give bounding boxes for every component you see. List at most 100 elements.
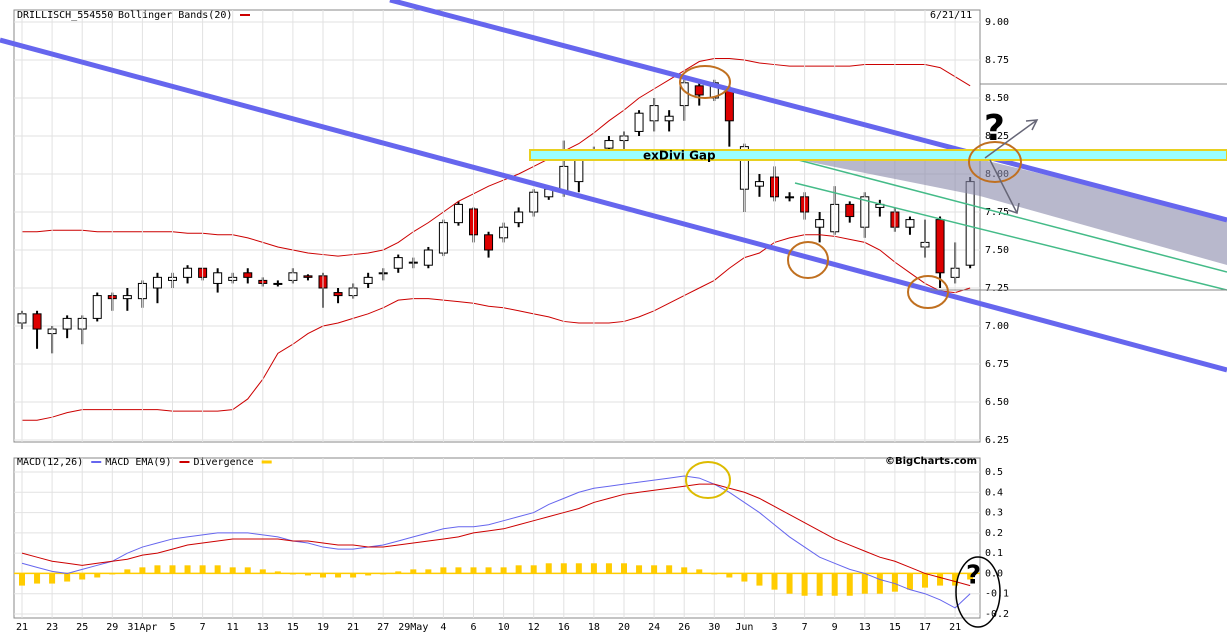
histogram-bar <box>726 573 733 578</box>
candle-body <box>754 181 764 187</box>
x-tick-label: 12 <box>528 622 540 633</box>
histogram-bar <box>49 573 56 584</box>
histogram-bar <box>199 565 206 574</box>
x-tick-label: 15 <box>287 622 299 633</box>
x-tick-label: 26 <box>678 622 690 633</box>
bollinger-band <box>22 234 971 421</box>
x-tick-label: 7 <box>802 622 808 633</box>
histogram-bar <box>846 573 853 596</box>
y-tick-label: 7.00 <box>985 321 1009 332</box>
candle-body <box>62 317 72 330</box>
macd-layer: -0.2 -0.1 0.0 0.1 0.2 0.3 0.4 0.5 21 23 25 29 31Apr 5… <box>14 10 1009 633</box>
candle-body <box>273 282 283 285</box>
histogram-bar <box>681 567 688 574</box>
histogram-bar <box>304 573 311 576</box>
arrow <box>989 159 1018 214</box>
gap-label: exDivi Gap <box>643 149 716 163</box>
histogram-bar <box>952 573 959 586</box>
histogram-bar <box>320 573 326 578</box>
y-tick-label: -0.1 <box>985 589 1009 600</box>
histogram-bar <box>906 573 913 590</box>
candle-body <box>785 196 795 199</box>
x-tick-label: 31Apr <box>127 622 157 633</box>
macd-frame <box>13 457 981 619</box>
candle-body <box>724 89 734 122</box>
histogram-bar <box>184 565 191 574</box>
y-tick-label: 8.50 <box>985 93 1009 104</box>
y-tick-label: 6.25 <box>985 435 1009 446</box>
histogram-bar <box>395 571 402 574</box>
histogram-bar <box>410 569 417 574</box>
date: 6/21/11 <box>930 10 972 21</box>
symbol: DRILLISCH_554550 <box>17 10 113 21</box>
x-tick-label: 24 <box>648 622 660 633</box>
histogram-bar <box>967 573 974 580</box>
x-tick-label: 6 <box>470 622 476 633</box>
x-tick-label: 29May <box>398 622 428 633</box>
highlight-circle <box>679 65 731 99</box>
x-tick-label: 17 <box>919 622 931 633</box>
legend-label: MACD EMA(9) <box>105 457 171 468</box>
histogram-bar <box>636 565 643 574</box>
arrowhead <box>1007 202 1020 214</box>
histogram-bar <box>786 573 793 594</box>
histogram-bar <box>169 565 176 574</box>
trend-line-green <box>759 149 1227 273</box>
histogram-bar <box>575 563 582 574</box>
histogram-bar <box>34 573 41 584</box>
candle-body <box>453 203 463 224</box>
question-mark: ? <box>984 108 1005 149</box>
histogram-bar <box>94 573 101 578</box>
histogram-bar <box>922 573 928 588</box>
trend-channel <box>389 0 1227 223</box>
candle-body <box>152 276 162 289</box>
y-tick-label: 0.3 <box>985 508 1003 519</box>
candle-body <box>393 257 403 269</box>
x-tick-label: 3 <box>771 622 777 633</box>
y-tick-label: 8.25 <box>985 131 1009 142</box>
x-tick-label: 7 <box>200 622 206 633</box>
y-tick-label: 6.75 <box>985 359 1009 370</box>
candle-body <box>243 272 253 278</box>
histogram-bar <box>605 563 612 574</box>
arrow <box>984 119 1038 159</box>
candle-body <box>183 267 193 278</box>
y-tick-label: 0.1 <box>985 548 1003 559</box>
y-tick-label: 7.50 <box>985 245 1009 256</box>
histogram-bar <box>350 573 357 578</box>
histogram-bar <box>470 567 477 574</box>
histogram-bar <box>19 573 25 586</box>
series-line <box>21 475 971 609</box>
histogram-bar <box>229 567 236 574</box>
candle-body <box>213 272 223 284</box>
y-tick-label: 0.5 <box>985 467 1003 478</box>
candle-body <box>935 219 945 274</box>
bollinger-band <box>22 57 971 257</box>
highlight-circle <box>907 275 949 309</box>
candle-body <box>333 292 343 297</box>
x-tick-label: 21 <box>347 622 359 633</box>
legend-label: Divergence <box>193 457 253 468</box>
histogram-bar <box>244 567 251 574</box>
x-tick-label: 11 <box>227 622 239 633</box>
histogram-bar <box>139 567 146 574</box>
x-tick-label: 9 <box>832 622 838 633</box>
highlight-circle <box>968 141 1022 183</box>
x-tick-label: 15 <box>889 622 901 633</box>
histogram-bar <box>274 571 281 574</box>
series-line <box>21 483 971 587</box>
candle-body <box>92 295 102 319</box>
x-tick-label: 16 <box>558 622 570 633</box>
candle-body <box>32 313 42 330</box>
x-tick-label: 30 <box>708 622 720 633</box>
x-tick-label: 25 <box>76 622 88 633</box>
x-tick-label: 10 <box>498 622 510 633</box>
y-tick-label: 8.75 <box>985 55 1009 66</box>
legend-label: MACD(12,26) <box>17 457 83 468</box>
candle-body <box>905 219 915 228</box>
x-tick-label: 23 <box>46 622 58 633</box>
histogram-bar <box>696 569 703 574</box>
annotations: exDivi Gap ? ? <box>0 0 1227 628</box>
highlight-circle <box>787 241 829 279</box>
x-tick-label: 20 <box>618 622 630 633</box>
